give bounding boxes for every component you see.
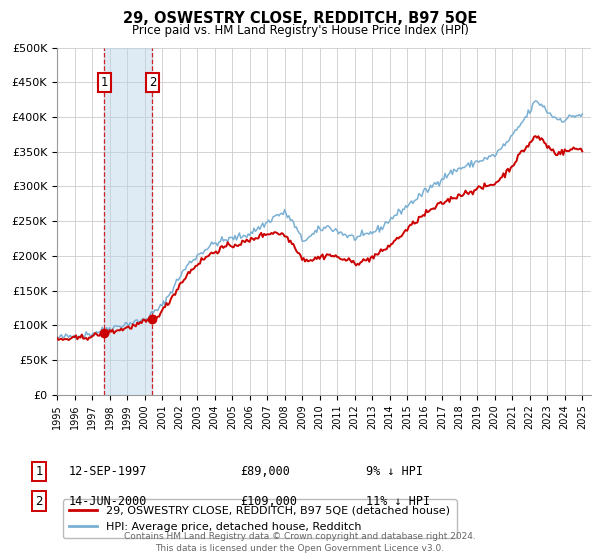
Text: 1: 1 <box>35 465 43 478</box>
Text: 1: 1 <box>101 76 108 89</box>
Text: 29, OSWESTRY CLOSE, REDDITCH, B97 5QE: 29, OSWESTRY CLOSE, REDDITCH, B97 5QE <box>123 11 477 26</box>
Text: 9% ↓ HPI: 9% ↓ HPI <box>366 465 423 478</box>
Text: £109,000: £109,000 <box>240 494 297 508</box>
Text: 2: 2 <box>149 76 156 89</box>
Text: 12-SEP-1997: 12-SEP-1997 <box>69 465 148 478</box>
Text: 2: 2 <box>35 494 43 508</box>
Text: £89,000: £89,000 <box>240 465 290 478</box>
Text: 14-JUN-2000: 14-JUN-2000 <box>69 494 148 508</box>
Bar <box>104 48 152 395</box>
Text: Price paid vs. HM Land Registry's House Price Index (HPI): Price paid vs. HM Land Registry's House … <box>131 24 469 36</box>
Text: 11% ↓ HPI: 11% ↓ HPI <box>366 494 430 508</box>
Legend: 29, OSWESTRY CLOSE, REDDITCH, B97 5QE (detached house), HPI: Average price, deta: 29, OSWESTRY CLOSE, REDDITCH, B97 5QE (d… <box>62 500 457 538</box>
Text: Contains HM Land Registry data © Crown copyright and database right 2024.
This d: Contains HM Land Registry data © Crown c… <box>124 533 476 553</box>
